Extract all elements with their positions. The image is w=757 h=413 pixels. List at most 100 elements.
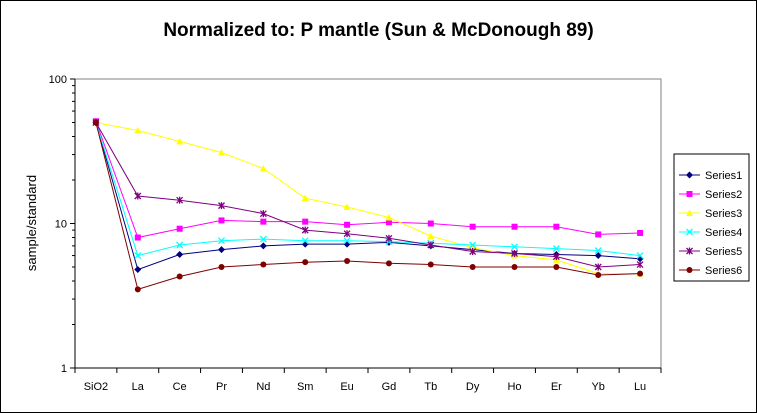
x-tick-label: Ho [507, 381, 521, 393]
data-point [218, 148, 225, 156]
legend-marker [686, 247, 693, 255]
data-point [427, 232, 435, 239]
legend-item: Series2 [679, 189, 742, 201]
x-tick-label: Pr [216, 381, 227, 393]
legend-item: Series6 [679, 265, 742, 277]
x-tick-label: Dy [466, 381, 480, 393]
data-point [259, 165, 267, 172]
legend-item: Series1 [679, 170, 742, 182]
legend-marker [686, 267, 693, 273]
data-point [427, 220, 434, 227]
x-tick-label: Tb [424, 381, 437, 393]
data-point [343, 203, 351, 211]
data-point [343, 230, 351, 238]
data-point [385, 219, 392, 226]
legend-label: Series6 [705, 265, 742, 277]
data-point [344, 258, 351, 265]
x-tick-label: Nd [256, 381, 270, 393]
legend-item: Series3 [679, 208, 742, 220]
data-point [92, 119, 99, 126]
data-point [134, 234, 141, 241]
data-point [427, 241, 435, 249]
data-point [511, 263, 518, 270]
data-point [385, 234, 393, 242]
data-point [636, 252, 644, 260]
series-1 [92, 118, 644, 274]
data-point [343, 240, 351, 248]
x-tick-label: Gd [382, 381, 397, 393]
data-point [134, 252, 142, 260]
data-point [469, 241, 477, 249]
data-point [301, 237, 309, 245]
x-tick-label: Er [551, 381, 562, 393]
series-line [95, 121, 641, 239]
data-point [301, 240, 309, 248]
data-point [260, 218, 267, 225]
series-line [95, 122, 641, 257]
legend-label: Series4 [705, 227, 742, 239]
data-point [218, 246, 225, 254]
series-line [95, 122, 641, 271]
legend-marker [686, 171, 693, 179]
data-point [595, 272, 602, 279]
legend-marker [686, 191, 693, 197]
data-point [636, 261, 644, 269]
data-point [511, 243, 518, 251]
series-line [95, 122, 641, 268]
data-point [176, 137, 184, 145]
data-point [511, 223, 518, 230]
legend-label: Series1 [705, 170, 742, 182]
x-tick-label: SiO2 [84, 381, 108, 393]
data-point [259, 235, 267, 243]
data-point [176, 196, 184, 204]
legend-item: Series4 [679, 227, 742, 239]
series-2 [92, 118, 644, 241]
x-tick-label: Yb [591, 381, 604, 393]
legend-label: Series5 [705, 246, 742, 258]
data-point [302, 218, 309, 225]
data-point [218, 237, 225, 245]
data-point [344, 221, 351, 228]
data-point [260, 261, 267, 268]
legend-label: Series2 [705, 189, 742, 201]
data-point [469, 263, 476, 270]
data-point [553, 223, 560, 230]
data-point [637, 229, 644, 236]
data-point [218, 263, 225, 270]
data-point [385, 214, 393, 221]
data-point [134, 286, 141, 293]
legend-label: Series3 [705, 208, 742, 220]
data-point [302, 259, 309, 266]
y-tick-label: 100 [49, 74, 67, 86]
data-point [594, 252, 602, 260]
data-point [134, 127, 142, 134]
data-point [343, 237, 351, 245]
x-tick-label: Ce [173, 381, 187, 393]
legend-item: Series5 [679, 246, 742, 258]
data-point [134, 266, 142, 274]
axis-layer: 1 10 100 SiO2 La Ce Pr Nd Sm Eu Gd Tb Dy Ho Er Yb Lu [49, 74, 662, 393]
data-point [218, 217, 225, 224]
series-3 [92, 118, 644, 277]
data-point [176, 273, 183, 280]
data-point [552, 245, 560, 253]
data-point [301, 226, 309, 234]
data-point [469, 223, 476, 230]
series-line [95, 122, 641, 275]
series-5 [92, 118, 644, 271]
data-point [427, 261, 434, 268]
data-point [176, 225, 183, 232]
data-point [469, 248, 477, 256]
series-line [95, 122, 641, 291]
chart-title: Normalized to: P mantle (Sun & McDonough… [163, 20, 594, 41]
data-point [553, 263, 560, 270]
data-point [218, 202, 225, 210]
x-tick-label: Lu [634, 381, 646, 393]
data-point [176, 251, 184, 259]
x-tick-label: Sm [297, 381, 314, 393]
data-point [594, 247, 602, 254]
data-point [637, 270, 644, 277]
legend-marker [686, 209, 693, 216]
data-point [259, 242, 267, 250]
